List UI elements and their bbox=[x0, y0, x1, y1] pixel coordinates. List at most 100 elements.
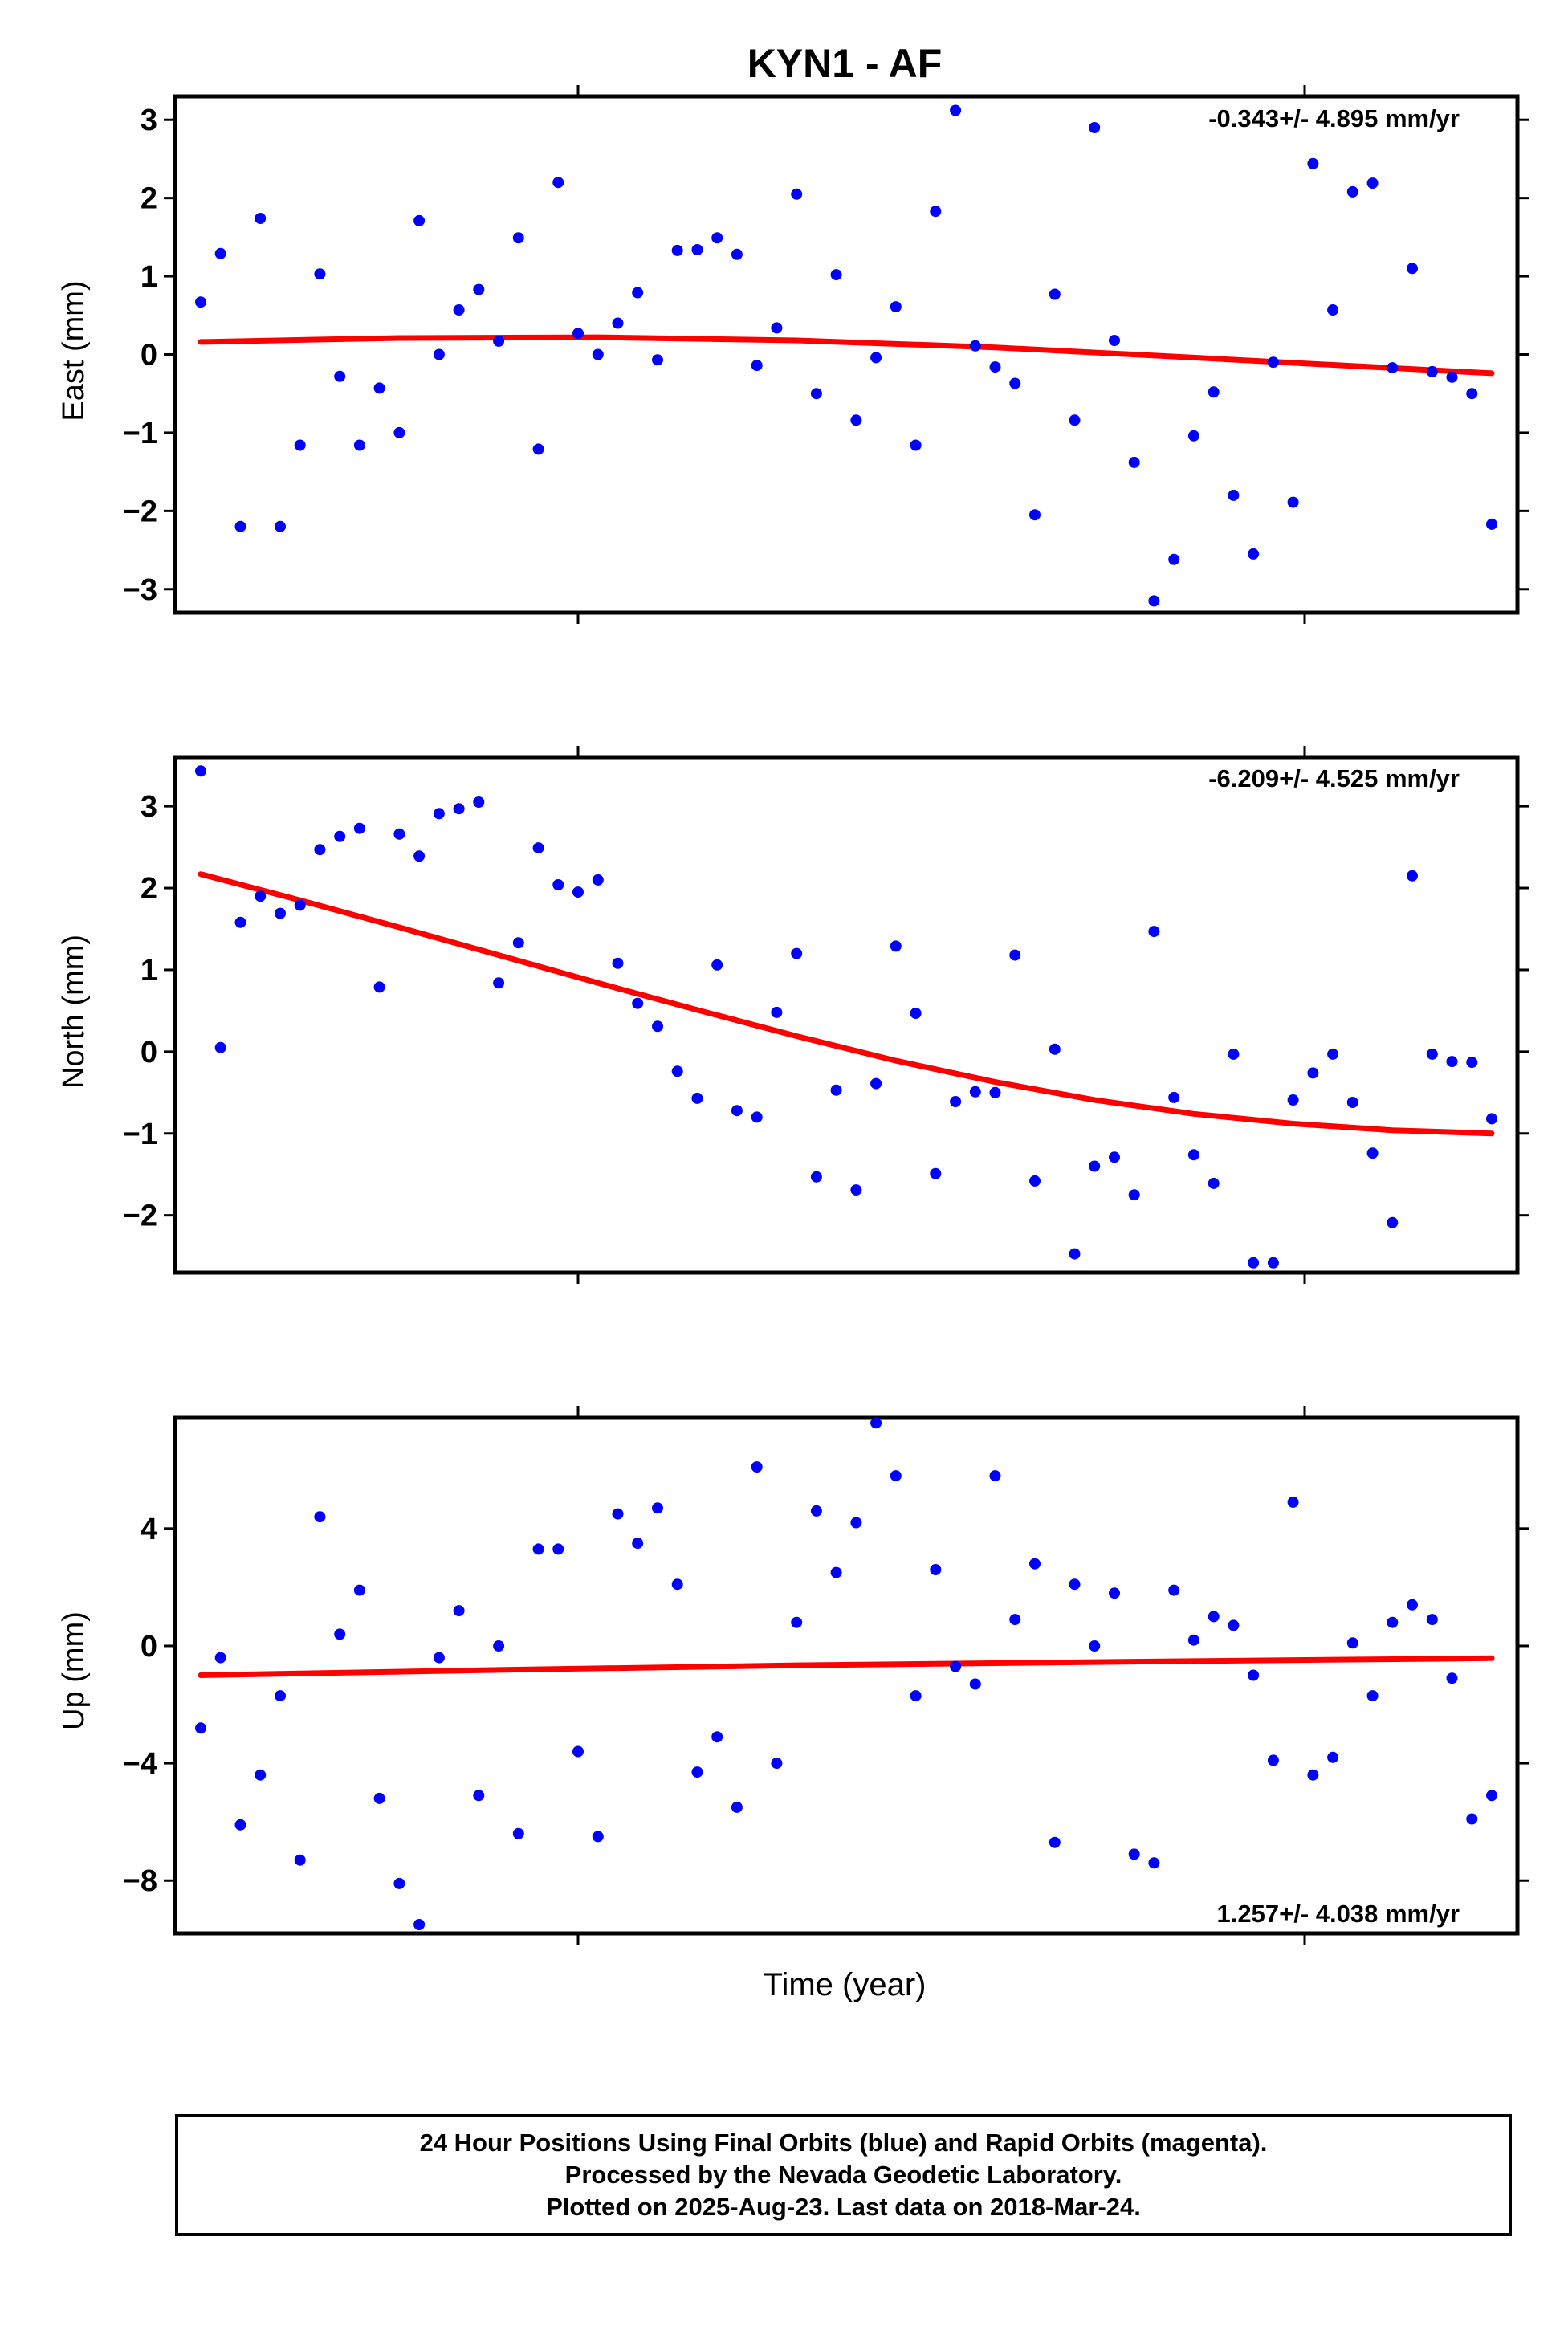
up-data-point bbox=[1346, 1637, 1358, 1649]
east-data-point bbox=[1387, 362, 1399, 374]
north-data-point bbox=[453, 803, 465, 815]
north-data-point bbox=[1228, 1048, 1240, 1060]
up-y-tick-label: −4 bbox=[123, 1747, 157, 1781]
east-data-point bbox=[930, 206, 942, 218]
east-y-tick-label: −3 bbox=[123, 573, 157, 607]
east-data-point bbox=[1069, 414, 1081, 426]
east-data-point bbox=[234, 520, 246, 532]
north-data-point bbox=[1069, 1248, 1081, 1260]
up-data-point bbox=[275, 1690, 286, 1702]
north-data-point bbox=[294, 899, 306, 911]
east-data-point bbox=[334, 370, 346, 382]
east-data-point bbox=[850, 414, 862, 426]
up-data-point bbox=[373, 1792, 385, 1804]
north-data-point bbox=[950, 1096, 962, 1107]
north-data-point bbox=[353, 822, 365, 834]
north-plot-frame bbox=[173, 755, 1520, 1275]
north-data-point bbox=[1049, 1043, 1061, 1055]
east-data-point bbox=[652, 354, 663, 366]
up-data-point bbox=[910, 1690, 922, 1702]
east-data-point bbox=[711, 232, 723, 244]
east-data-point bbox=[1009, 377, 1021, 389]
east-data-point bbox=[393, 426, 405, 438]
east-data-point bbox=[493, 335, 505, 347]
east-data-point bbox=[1327, 304, 1339, 316]
east-data-point bbox=[353, 439, 365, 451]
up-data-point bbox=[572, 1745, 584, 1758]
up-y-tick-label: 4 bbox=[141, 1513, 157, 1546]
up-data-point bbox=[1049, 1836, 1061, 1848]
north-data-point bbox=[1009, 949, 1021, 961]
east-data-point bbox=[1208, 386, 1220, 398]
east-data-point bbox=[989, 361, 1001, 373]
up-data-point bbox=[810, 1505, 822, 1517]
east-data-point bbox=[1346, 185, 1358, 198]
chart-title: KYN1 - AF bbox=[747, 41, 943, 86]
east-fit-line bbox=[198, 334, 1495, 377]
x-axis-label: Time (year) bbox=[764, 1967, 927, 2002]
east-y-tick-label: 2 bbox=[141, 182, 157, 216]
north-data-point bbox=[1208, 1177, 1220, 1189]
east-data-point bbox=[552, 177, 564, 189]
north-data-point bbox=[632, 997, 644, 1009]
east-data-point bbox=[592, 348, 604, 360]
up-data-point bbox=[1228, 1619, 1240, 1631]
north-data-point bbox=[433, 808, 445, 820]
north-data-point bbox=[870, 1077, 882, 1090]
east-panel: East (mm) -0.343+/- 4.895 mm/yr −3 −2 −1 0 1… bbox=[57, 85, 1529, 624]
up-data-point bbox=[255, 1769, 267, 1781]
north-data-point bbox=[810, 1171, 822, 1183]
north-y-tick-label: 2 bbox=[141, 872, 157, 906]
east-data-point bbox=[1248, 548, 1260, 560]
north-y-tick-label: −1 bbox=[123, 1118, 157, 1151]
north-data-point bbox=[791, 947, 803, 959]
up-fit-line bbox=[198, 1655, 1495, 1678]
east-data-point bbox=[1168, 553, 1180, 565]
up-data-point bbox=[1387, 1616, 1399, 1628]
up-data-point bbox=[1187, 1634, 1199, 1646]
north-data-point bbox=[195, 765, 206, 777]
up-data-point bbox=[870, 1417, 882, 1429]
north-y-tick-label: 1 bbox=[141, 954, 157, 988]
up-data-point bbox=[234, 1819, 246, 1831]
up-data-point bbox=[632, 1538, 644, 1550]
up-data-point bbox=[731, 1801, 743, 1813]
east-data-point bbox=[691, 244, 703, 255]
up-data-point bbox=[552, 1543, 564, 1555]
up-y-tick-label: 0 bbox=[141, 1630, 157, 1664]
north-data-point bbox=[969, 1086, 981, 1098]
up-data-point bbox=[1089, 1640, 1101, 1652]
up-data-point bbox=[969, 1678, 981, 1690]
up-data-point bbox=[950, 1660, 962, 1672]
north-data-point bbox=[1327, 1048, 1339, 1060]
up-data-point bbox=[1267, 1754, 1279, 1766]
north-data-point bbox=[234, 916, 246, 928]
north-data-point bbox=[1187, 1149, 1199, 1161]
east-data-point bbox=[314, 268, 326, 280]
north-data-point bbox=[373, 981, 385, 993]
up-data-point bbox=[413, 1919, 426, 1930]
north-data-point bbox=[1148, 926, 1160, 938]
north-data-point bbox=[1446, 1056, 1458, 1068]
north-data-point bbox=[334, 830, 346, 842]
north-y-tick-label: −2 bbox=[123, 1200, 157, 1233]
east-data-point bbox=[1307, 157, 1319, 169]
up-data-point bbox=[314, 1511, 326, 1523]
east-data-point bbox=[731, 248, 743, 260]
north-data-point bbox=[275, 907, 286, 919]
up-data-point bbox=[930, 1564, 942, 1575]
up-data-point bbox=[433, 1652, 445, 1664]
up-data-point bbox=[771, 1758, 783, 1770]
caption-line-3: Plotted on 2025-Aug-23. Last data on 201… bbox=[546, 2193, 1141, 2221]
north-data-point bbox=[612, 957, 624, 969]
east-y-tick-label: 1 bbox=[141, 260, 157, 294]
east-y-axis-label: East (mm) bbox=[57, 280, 91, 421]
north-data-point bbox=[1089, 1160, 1101, 1172]
east-data-point bbox=[433, 348, 445, 360]
up-data-point bbox=[1327, 1751, 1339, 1763]
north-y-axis-label: North (mm) bbox=[57, 935, 91, 1089]
east-data-point bbox=[771, 322, 783, 334]
north-data-point bbox=[731, 1105, 743, 1117]
east-data-point bbox=[632, 287, 644, 299]
up-data-point bbox=[195, 1722, 206, 1734]
